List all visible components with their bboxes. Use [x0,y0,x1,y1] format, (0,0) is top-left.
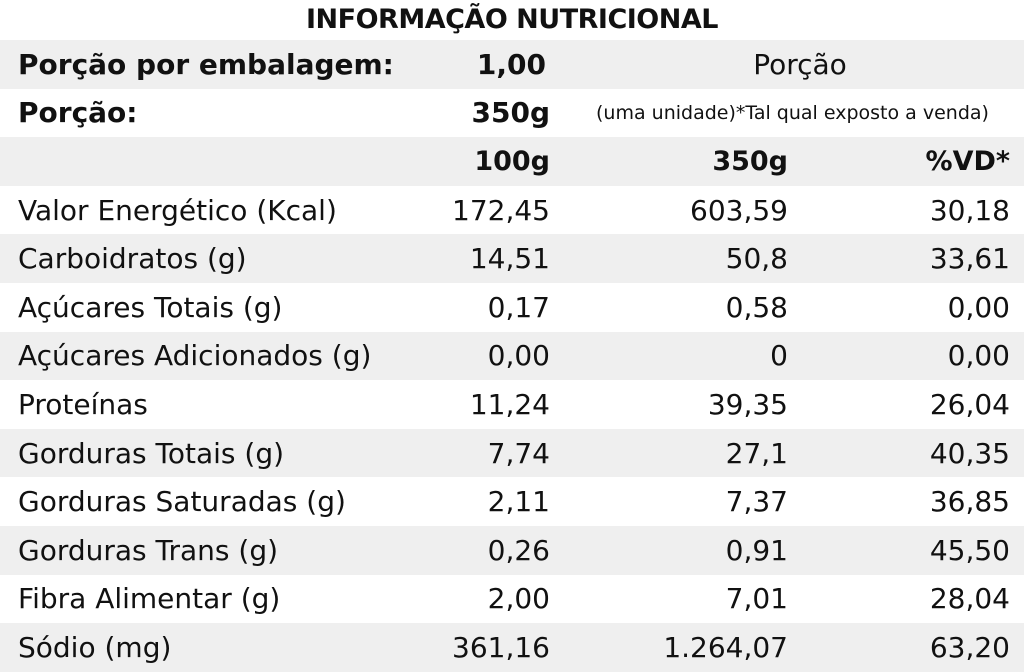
column-header-row: 100g 350g %VD* [0,137,1024,186]
nutrient-label: Carboidratos (g) [18,242,247,276]
serving-per-package-row: Porção por embalagem: 1,00 Porção [0,40,1024,89]
nutrient-label: Valor Energético (Kcal) [18,193,337,227]
portion-note: (uma unidade)*Tal qual exposto a venda) [596,101,989,124]
column-header-vd: %VD* [925,145,1010,177]
nutrient-label: Açúcares Totais (g) [18,290,283,324]
value-per-100g: 11,24 [469,387,550,421]
value-vd: 0,00 [947,290,1010,324]
value-per-100g: 0,17 [487,290,550,324]
column-header-100g: 100g [474,145,550,177]
portion-row: Porção: 350g (uma unidade)*Tal qual expo… [0,89,1024,138]
nutrient-label: Sódio (mg) [18,630,172,664]
column-header-350g: 350g [712,145,788,177]
table-row: Gorduras Saturadas (g) 2,11 7,37 36,85 [0,477,1024,526]
value-per-100g: 172,45 [452,193,550,227]
nutrient-label: Gorduras Trans (g) [18,533,279,567]
nutrient-label: Açúcares Adicionados (g) [18,339,372,373]
value-per-350g: 0,91 [725,533,788,567]
value-vd: 28,04 [929,582,1010,616]
table-row: Gorduras Trans (g) 0,26 0,91 45,50 [0,525,1024,575]
value-per-350g: 7,37 [725,485,788,519]
table-row: Carboidratos (g) 14,51 50,8 33,61 [0,234,1024,283]
value-vd: 36,85 [929,485,1010,519]
nutrient-rows: Valor Energético (Kcal) 172,45 603,59 30,18… [0,186,1024,672]
value-per-350g: 39,35 [707,387,788,421]
value-per-350g: 50,8 [725,242,788,276]
portion-heading: Porção [753,47,847,81]
value-per-350g: 1.264,07 [663,630,788,664]
value-per-350g: 603,59 [690,193,788,227]
table-row: Fibra Alimentar (g) 2,00 7,01 28,04 [0,575,1024,624]
value-per-350g: 0,58 [725,290,788,324]
value-vd: 45,50 [929,533,1010,567]
portion-label: Porção: [18,96,138,130]
table-row: Valor Energético (Kcal) 172,45 603,59 30,18 [0,186,1024,235]
value-per-100g: 0,26 [487,533,550,567]
portion-value: 350g [471,96,551,130]
value-per-100g: 7,74 [487,436,550,470]
value-vd: 40,35 [929,436,1010,470]
nutrient-label: Gorduras Totais (g) [18,436,285,470]
value-vd: 26,04 [929,387,1010,421]
value-vd: 33,61 [929,242,1010,276]
table-row: Açúcares Adicionados (g) 0,00 0 0,00 [0,331,1024,381]
value-per-100g: 2,00 [487,582,550,616]
table-row: Sódio (mg) 361,16 1.264,07 63,20 [0,623,1024,672]
value-per-350g: 27,1 [725,436,788,470]
value-per-100g: 2,11 [487,485,550,519]
value-vd: 30,18 [929,193,1010,227]
nutrient-label: Fibra Alimentar (g) [18,582,281,616]
value-per-100g: 361,16 [452,630,550,664]
value-per-350g: 7,01 [725,582,788,616]
table-row: Açúcares Totais (g) 0,17 0,58 0,00 [0,283,1024,332]
value-vd: 0,00 [947,339,1010,373]
value-per-350g: 0 [770,339,788,373]
value-vd: 63,20 [929,630,1010,664]
table-title: INFORMAÇÃO NUTRICIONAL [306,4,718,35]
nutrient-label: Proteínas [18,387,148,421]
value-per-100g: 14,51 [469,242,550,276]
nutrient-label: Gorduras Saturadas (g) [18,485,346,519]
table-row: Proteínas 11,24 39,35 26,04 [0,380,1024,429]
table-row: Gorduras Totais (g) 7,74 27,1 40,35 [0,428,1024,478]
per-package-value: 1,00 [476,47,546,81]
per-package-label: Porção por embalagem: [18,47,394,81]
value-per-100g: 0,00 [487,339,550,373]
